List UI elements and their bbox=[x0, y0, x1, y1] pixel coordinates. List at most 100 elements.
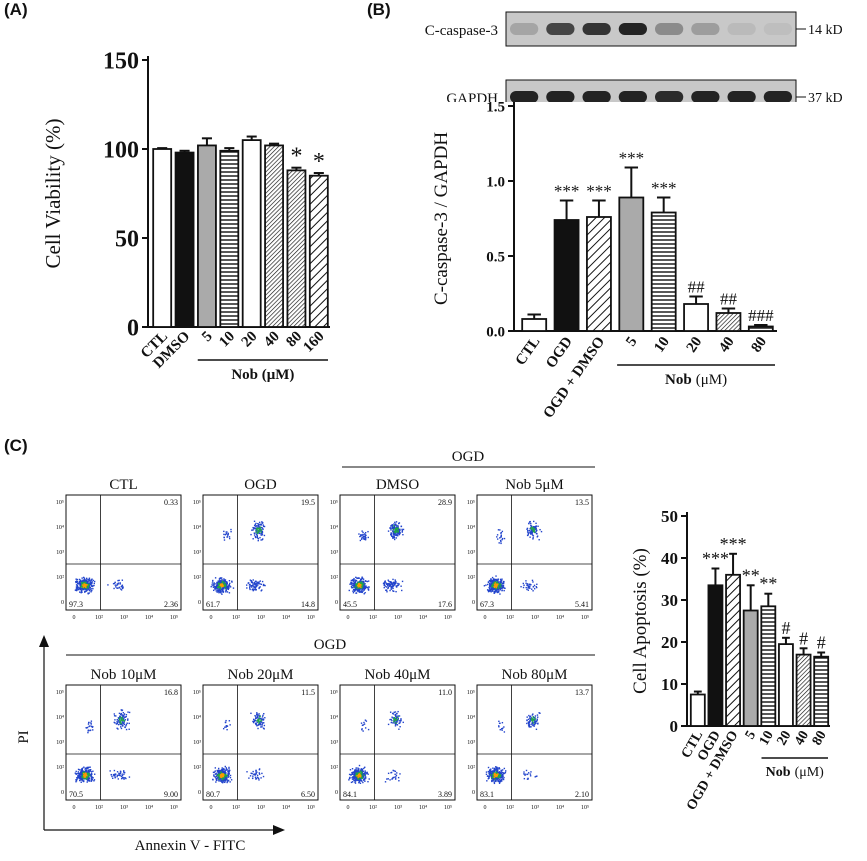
x-tick-label: 10⁵ bbox=[581, 615, 589, 621]
group-label: Nob (μM) bbox=[665, 372, 727, 388]
quadrant-value-ur: 13.7 bbox=[575, 688, 589, 697]
quadrant-value-ur: 19.5 bbox=[301, 498, 315, 507]
ogd-label-top: OGD bbox=[452, 449, 485, 465]
y-tick-label: 1.0 bbox=[486, 174, 505, 190]
flow-plot-frame bbox=[339, 494, 456, 611]
significance-mark: *** bbox=[586, 182, 612, 201]
blot-size-label: 14 kD bbox=[808, 23, 843, 38]
y-tick-label: 10³ bbox=[330, 550, 338, 556]
category-label: 80 bbox=[748, 334, 770, 355]
group-label-bold: Nob bbox=[665, 372, 692, 388]
scatter-dots bbox=[485, 712, 541, 785]
y-tick-label: 10⁵ bbox=[330, 690, 338, 696]
bar-5 bbox=[742, 609, 759, 727]
flow-plot-title: OGD bbox=[244, 477, 277, 493]
y-tick-label: 20 bbox=[661, 633, 678, 652]
significance-mark: ## bbox=[688, 278, 706, 297]
significance-mark: *** bbox=[720, 534, 747, 554]
y-tick-label: 100 bbox=[103, 137, 139, 163]
x-tick-label: 10² bbox=[95, 805, 103, 811]
blot-band bbox=[763, 91, 792, 102]
x-tick-label: 10⁵ bbox=[170, 615, 178, 621]
x-tick-label: 10² bbox=[232, 615, 240, 621]
bar-10 bbox=[650, 211, 677, 332]
y-axis-label: Cell Viability (%) bbox=[41, 118, 65, 268]
scatter-dots bbox=[348, 521, 405, 595]
x-tick-label: 10² bbox=[369, 805, 377, 811]
x-tick-label: 10³ bbox=[394, 805, 402, 811]
y-tick-label: 0 bbox=[670, 717, 679, 736]
category-label: CTL bbox=[513, 334, 544, 368]
category-label: 20 bbox=[684, 334, 706, 355]
quadrant-value-ur: 16.8 bbox=[164, 688, 178, 697]
x-tick-label: 10² bbox=[506, 805, 514, 811]
blot-band bbox=[510, 23, 539, 35]
y-tick-label: 0 bbox=[472, 790, 475, 796]
y-tick-label: 0 bbox=[335, 790, 338, 796]
y-tick-label: 10⁵ bbox=[467, 500, 475, 506]
y-tick-label: 0.0 bbox=[486, 324, 505, 340]
group-label-unit: (μM) bbox=[696, 372, 727, 388]
bar-20 bbox=[683, 303, 709, 332]
quadrant-value-lr: 3.89 bbox=[438, 790, 452, 799]
bar-OGD bbox=[707, 584, 724, 727]
flow-plot-title: CTL bbox=[109, 477, 137, 493]
significance-mark: ## bbox=[720, 290, 738, 309]
blot-band bbox=[546, 23, 575, 35]
flow-plot-frame bbox=[202, 684, 319, 801]
y-tick-label: 10² bbox=[330, 765, 338, 771]
y-tick-label: 10³ bbox=[193, 740, 201, 746]
y-axis-label: Cell Apoptosis (%) bbox=[630, 548, 651, 694]
y-tick-label: 0.5 bbox=[486, 249, 505, 265]
x-tick-label: 10⁵ bbox=[444, 805, 452, 811]
significance-mark: # bbox=[781, 618, 790, 638]
significance-mark: *** bbox=[651, 179, 677, 198]
y-tick-label: 0 bbox=[61, 790, 64, 796]
quadrant-value-lr: 5.41 bbox=[575, 600, 589, 609]
blot-band bbox=[727, 23, 756, 35]
y-tick-label: 10⁴ bbox=[467, 525, 475, 531]
quadrant-value-lr: 6.50 bbox=[301, 790, 315, 799]
significance-mark: ### bbox=[748, 306, 774, 325]
x-tick-label: 10³ bbox=[531, 805, 539, 811]
western-blot: C-caspase-3 14 kD GAPDH 37 kD bbox=[425, 11, 843, 102]
x-tick-label: 10⁴ bbox=[556, 805, 564, 811]
significance-mark: *** bbox=[554, 182, 580, 201]
annexin-axis-arrowhead bbox=[273, 825, 285, 835]
x-tick-label: 10⁴ bbox=[419, 805, 427, 811]
y-tick-label: 10⁵ bbox=[193, 500, 201, 506]
pi-axis-arrowhead bbox=[39, 635, 49, 647]
x-tick-label: 10⁴ bbox=[282, 805, 290, 811]
flow-plot-frame bbox=[65, 494, 182, 611]
y-tick-label: 10⁴ bbox=[193, 715, 201, 721]
x-tick-label: 10⁵ bbox=[307, 805, 315, 811]
flow-plot-title: DMSO bbox=[376, 477, 420, 493]
blot-band bbox=[763, 23, 792, 35]
x-axis-label: Annexin V - FITC bbox=[135, 838, 246, 854]
blot-row-label: C-caspase-3 bbox=[425, 23, 498, 39]
x-tick-label: 10³ bbox=[394, 615, 402, 621]
bar-20 bbox=[778, 643, 794, 727]
x-tick-label: 10⁴ bbox=[419, 615, 427, 621]
quadrant-value-ll: 67.3 bbox=[480, 600, 494, 609]
x-tick-label: 0 bbox=[210, 805, 213, 811]
x-tick-label: 10³ bbox=[257, 805, 265, 811]
x-tick-label: 10⁴ bbox=[145, 615, 153, 621]
y-tick-label: 0 bbox=[198, 790, 201, 796]
y-tick-label: 50 bbox=[661, 507, 678, 526]
y-tick-label: 10⁴ bbox=[56, 715, 64, 721]
scatter-dots bbox=[212, 712, 266, 784]
category-label: 20 bbox=[239, 329, 261, 351]
blot-row-label: GAPDH bbox=[446, 91, 498, 102]
y-tick-label: 10² bbox=[193, 765, 201, 771]
y-tick-label: 10⁵ bbox=[330, 500, 338, 506]
blot-size-label: 37 kD bbox=[808, 91, 843, 102]
x-tick-label: 10⁴ bbox=[556, 615, 564, 621]
bar-OGD bbox=[553, 219, 580, 332]
y-tick-label: 10³ bbox=[193, 550, 201, 556]
significance-mark: * bbox=[313, 149, 325, 175]
y-tick-label: 0 bbox=[61, 600, 64, 606]
y-tick-label: 0 bbox=[127, 315, 139, 341]
bar-CTL bbox=[689, 693, 706, 727]
